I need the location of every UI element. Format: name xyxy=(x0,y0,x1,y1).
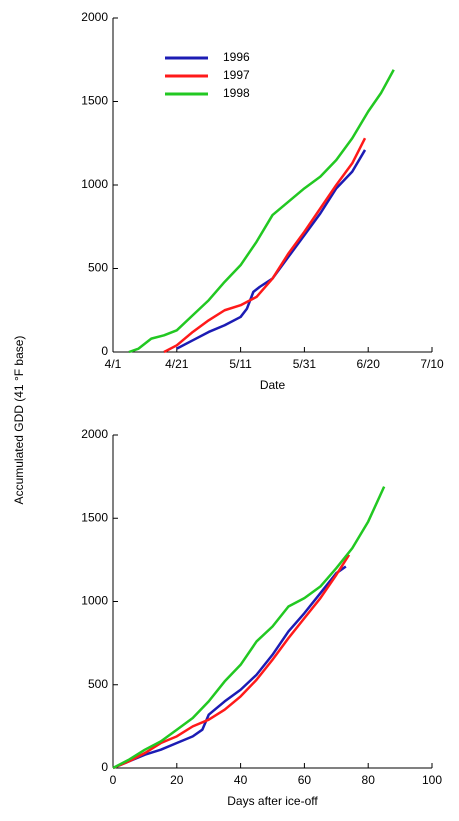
y-tick-label: 500 xyxy=(88,677,108,691)
y-tick-label: 0 xyxy=(101,344,108,358)
data-line xyxy=(128,69,395,354)
y-tick-label: 500 xyxy=(88,261,108,275)
data-line xyxy=(176,149,367,350)
legend-label: 1997 xyxy=(223,68,250,82)
y-tick-label: 1500 xyxy=(81,510,108,524)
data-line xyxy=(112,554,351,770)
x-tick-label: 5/11 xyxy=(229,357,252,371)
x-axis-label: Date xyxy=(260,378,286,392)
data-line xyxy=(112,565,347,770)
x-tick-label: 5/31 xyxy=(293,357,317,371)
y-tick-label: 2000 xyxy=(81,10,108,24)
x-tick-label: 20 xyxy=(170,773,184,787)
x-tick-label: 40 xyxy=(234,773,248,787)
x-tick-label: 4/1 xyxy=(105,357,122,371)
x-axis-label: Days after ice-off xyxy=(227,794,318,808)
x-tick-label: 60 xyxy=(298,773,312,787)
x-tick-label: 0 xyxy=(110,773,117,787)
x-tick-label: 100 xyxy=(422,773,442,787)
legend-label: 1998 xyxy=(223,86,250,100)
y-tick-label: 2000 xyxy=(81,427,108,441)
y-tick-label: 0 xyxy=(101,760,108,774)
x-tick-label: 6/20 xyxy=(357,357,381,371)
x-tick-label: 80 xyxy=(362,773,376,787)
x-tick-label: 4/21 xyxy=(165,357,189,371)
y-tick-label: 1500 xyxy=(81,94,108,108)
legend-label: 1996 xyxy=(223,50,250,64)
data-line xyxy=(163,137,367,354)
y-axis-label: Accumulated GDD (41 °F base) xyxy=(12,336,26,505)
y-tick-label: 1000 xyxy=(81,177,108,191)
x-tick-label: 7/10 xyxy=(420,357,444,371)
y-tick-label: 1000 xyxy=(81,594,108,608)
data-line xyxy=(112,486,386,770)
